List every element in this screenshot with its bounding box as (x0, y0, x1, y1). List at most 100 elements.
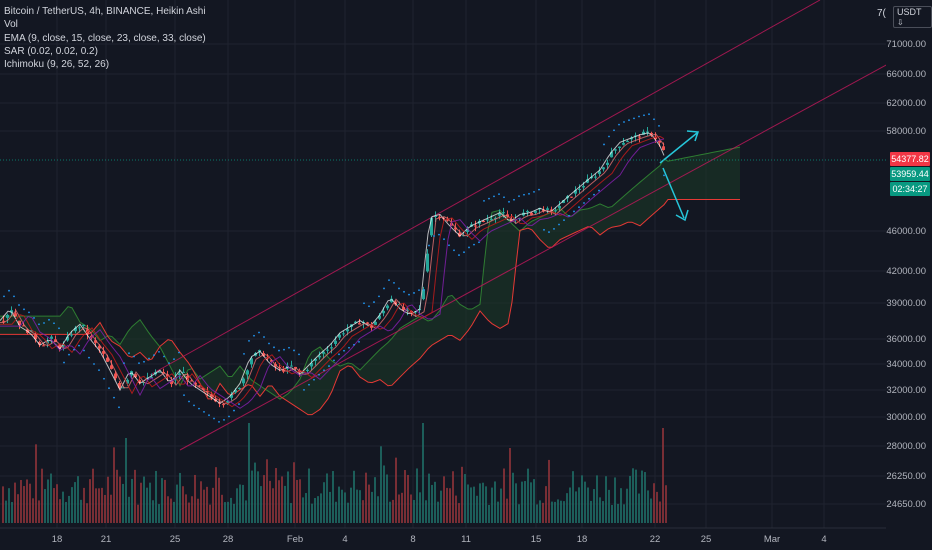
candle-body (486, 219, 489, 221)
volume-bar (470, 487, 472, 523)
time-tick-label: 4 (821, 534, 826, 545)
candle-body (198, 385, 201, 387)
volume-bar (551, 501, 553, 523)
candle-body (466, 228, 469, 232)
top-partial-price: 7( (877, 8, 886, 19)
candle-body (526, 210, 529, 212)
price-tick-label: 39000.00 (886, 298, 926, 309)
sar-dot (203, 410, 205, 413)
sar-dot (618, 123, 620, 126)
volume-bar (560, 500, 562, 523)
volume-bar (44, 489, 46, 523)
volume-bar (113, 447, 115, 523)
volume-bar (326, 473, 328, 523)
sar-dot (68, 353, 70, 356)
sar-dot (323, 369, 325, 372)
volume-bar (416, 468, 418, 523)
volume-bar (482, 482, 484, 523)
time-tick-label: 25 (701, 534, 712, 545)
candle-body (2, 320, 5, 322)
time-tick-label: 28 (223, 534, 234, 545)
indicator-vol[interactable]: Vol (4, 19, 18, 31)
price-tick-label: 46000.00 (886, 226, 926, 237)
time-axis[interactable]: 18 21 25 28 Feb 4 8 11 15 18 22 25 Mar 4 (0, 527, 932, 550)
volume-bar (437, 501, 439, 523)
symbol-title[interactable]: Bitcoin / TetherUS, 4h, BINANCE, Heikin … (4, 6, 206, 17)
indicator-sar[interactable]: SAR (0.02, 0.02, 0.2) (4, 45, 98, 57)
sar-dot (173, 358, 175, 361)
volume-bar (179, 472, 181, 523)
sar-dot (523, 193, 525, 196)
candle-body (22, 325, 25, 327)
volume-bar (323, 482, 325, 523)
candle-body (574, 190, 577, 194)
candle-body (382, 310, 385, 314)
candle-body (106, 357, 109, 362)
volume-bar (218, 477, 220, 523)
senkou-span-a (0, 146, 741, 400)
candle-body (310, 362, 313, 367)
volume-bar (587, 487, 589, 523)
candle-body (50, 336, 53, 339)
sar-dot (473, 243, 475, 246)
candle-body (482, 220, 485, 222)
sar-dot (643, 114, 645, 117)
volume-bar (335, 501, 337, 523)
volume-bar (119, 476, 121, 523)
volume-bar (290, 503, 292, 523)
indicator-ema[interactable]: EMA (9, close, 15, close, 23, close, 33,… (4, 32, 206, 44)
volume-bar (128, 496, 130, 523)
volume-bar (401, 492, 403, 523)
candle-body (374, 321, 377, 325)
sar-dot (118, 406, 120, 409)
sar-dot (83, 349, 85, 352)
candle-body (378, 315, 381, 319)
cloud-fill (0, 147, 740, 415)
volume-bar (647, 490, 649, 523)
sar-dot (248, 340, 250, 342)
arrow-down-line (662, 167, 685, 219)
candle-body (178, 373, 181, 376)
sar-dot (563, 219, 565, 222)
sar-dot (558, 223, 560, 226)
volume-bar (569, 487, 571, 523)
candle-body (102, 351, 105, 354)
price-tick-label: 30000.00 (886, 412, 926, 423)
sar-dot (238, 403, 240, 405)
volume-bar (398, 494, 400, 523)
ema-line (0, 132, 665, 404)
volume-bar (41, 468, 43, 523)
volume-bar (653, 483, 655, 523)
volume-bar (170, 498, 172, 523)
volume-bar (527, 468, 529, 523)
candle-body (234, 389, 237, 393)
volume-bar (419, 492, 421, 523)
volume-bar (209, 504, 211, 523)
candle-body (346, 329, 349, 332)
volume-bar (479, 483, 481, 523)
candle-body (158, 371, 161, 373)
countdown-badge: 02:34:27 (890, 182, 930, 196)
indicator-ichimoku[interactable]: Ichimoku (9, 26, 52, 26) (4, 59, 110, 71)
candle-body (334, 340, 337, 344)
candle-body (614, 149, 617, 151)
volume-bar (605, 476, 607, 523)
volume-bar (581, 475, 583, 523)
sar-dot (658, 125, 660, 127)
senkou-span-b (0, 198, 740, 416)
currency-selector[interactable]: USDT ⇩ (893, 6, 932, 28)
price-axis-bg (886, 0, 932, 550)
volume-bar (215, 467, 217, 523)
sar-dot (423, 288, 425, 291)
sar-dot (223, 418, 225, 421)
volume-bar (512, 472, 514, 523)
volume-bar (278, 480, 280, 523)
sar-dot (348, 346, 350, 349)
price-tick-label: 58000.00 (886, 126, 926, 137)
price-tick-label: 62000.00 (886, 98, 926, 109)
price-axis[interactable]: 71000.00 66000.00 62000.00 58000.00 46000.00… (886, 0, 932, 550)
volume-bar (92, 468, 94, 523)
sar-dot (183, 394, 185, 397)
candle-body (602, 167, 605, 170)
